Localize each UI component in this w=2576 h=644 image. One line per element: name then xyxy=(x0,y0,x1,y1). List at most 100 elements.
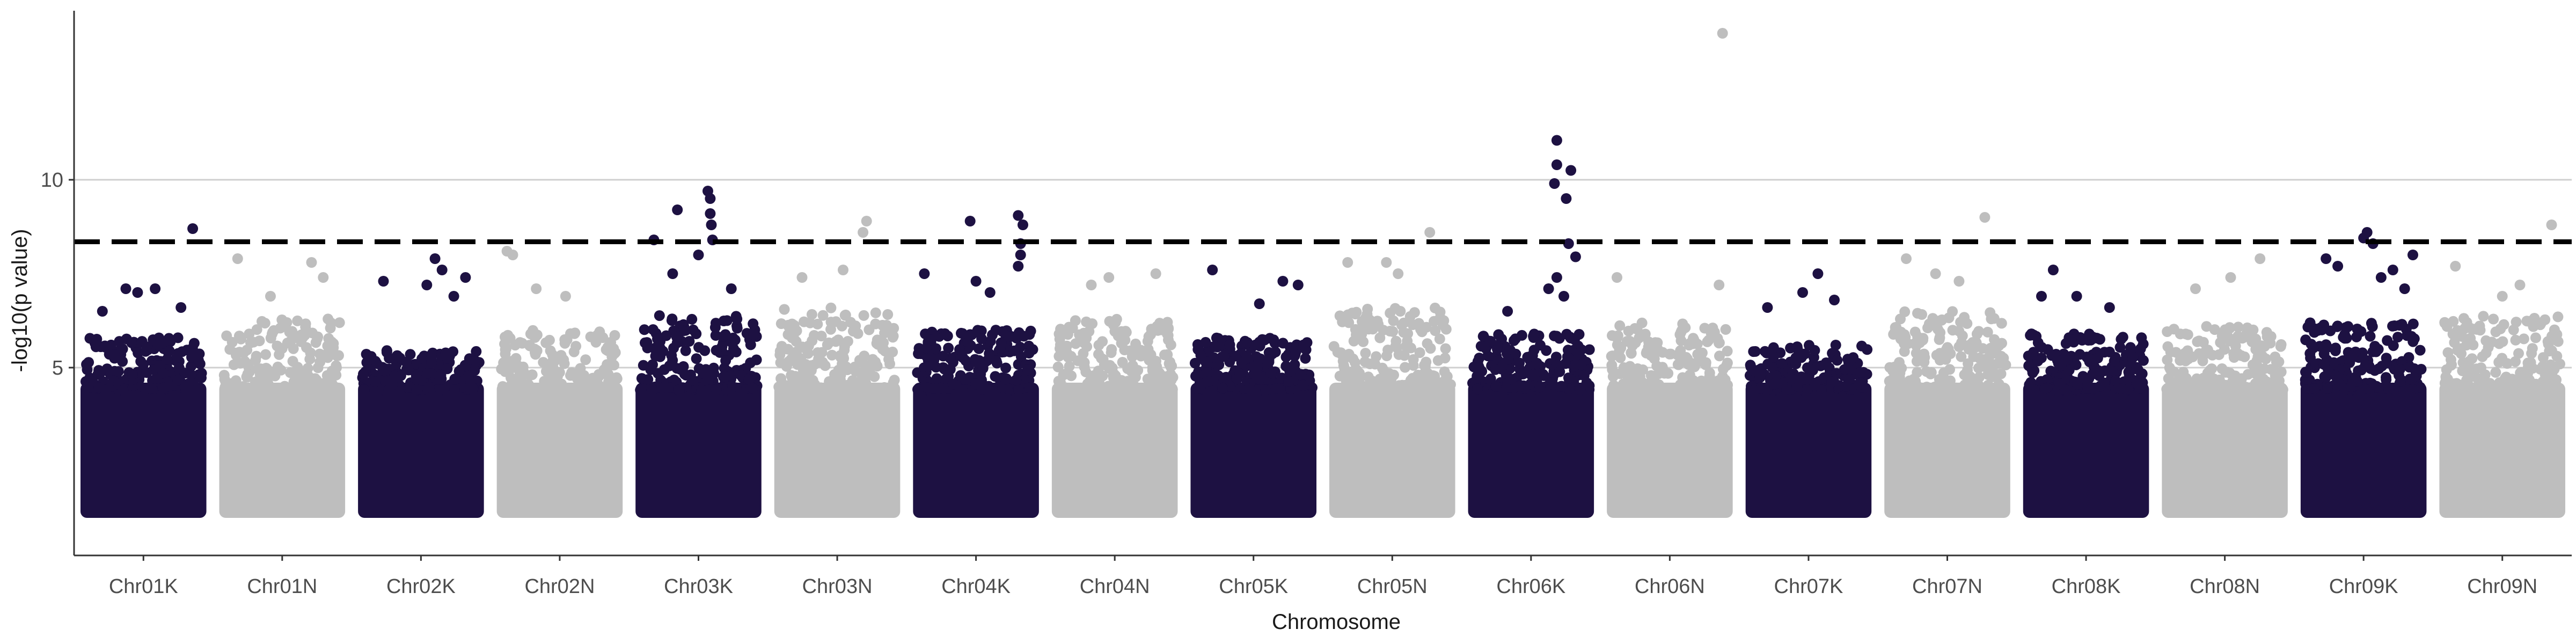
data-point xyxy=(1643,336,1654,347)
data-point xyxy=(188,338,200,349)
data-point xyxy=(1826,376,1838,387)
data-point xyxy=(928,383,939,394)
data-point xyxy=(1163,358,1175,369)
data-point xyxy=(1104,316,1115,327)
data-point xyxy=(2392,332,2403,343)
x-tick-label: Chr02N xyxy=(524,575,595,598)
data-point xyxy=(1013,384,1024,396)
data-point xyxy=(1918,333,1929,344)
data-point xyxy=(1018,375,1029,386)
data-point xyxy=(2104,365,2115,376)
data-point xyxy=(1770,370,1782,382)
data-point xyxy=(957,384,968,396)
data-point xyxy=(1748,385,1759,396)
data-point xyxy=(747,383,758,394)
data-point xyxy=(365,355,376,366)
data-point xyxy=(748,329,759,340)
data-point xyxy=(721,315,733,326)
data-point xyxy=(370,384,381,396)
data-point xyxy=(1807,364,1818,376)
data-point xyxy=(141,367,152,378)
data-point xyxy=(1815,360,1826,371)
data-point xyxy=(118,385,129,396)
data-point xyxy=(2467,353,2478,364)
data-point xyxy=(1631,324,1643,335)
data-point xyxy=(219,374,230,385)
data-point xyxy=(1551,272,1562,283)
data-point xyxy=(2369,344,2381,355)
data-point xyxy=(711,345,722,356)
data-point xyxy=(429,253,441,264)
data-point xyxy=(314,348,325,360)
data-point xyxy=(657,346,669,357)
data-point xyxy=(565,370,576,381)
data-point xyxy=(791,346,802,357)
data-point xyxy=(1351,329,1362,340)
data-point xyxy=(710,318,721,329)
data-point xyxy=(970,276,982,287)
data-point xyxy=(667,268,678,279)
data-point xyxy=(453,365,465,377)
data-point xyxy=(260,367,271,378)
data-point xyxy=(2510,334,2521,346)
data-point xyxy=(1122,376,1133,387)
data-point xyxy=(1053,350,1065,362)
data-point xyxy=(226,336,238,348)
data-point xyxy=(2446,360,2457,371)
data-point xyxy=(2458,313,2469,324)
data-point xyxy=(984,348,995,359)
data-point xyxy=(173,348,184,359)
data-point xyxy=(2530,332,2541,343)
data-point xyxy=(306,257,317,268)
data-point xyxy=(960,355,971,367)
data-point xyxy=(802,376,813,387)
data-point xyxy=(845,317,856,328)
data-point xyxy=(1419,360,1430,371)
data-point xyxy=(1393,268,1404,279)
chromosome-Chr09N xyxy=(2439,219,2565,518)
data-point xyxy=(1665,348,1677,360)
data-point xyxy=(991,357,1002,369)
data-point xyxy=(1284,366,1296,377)
data-point xyxy=(1982,326,1993,338)
data-point xyxy=(1748,346,1759,357)
data-point xyxy=(2389,320,2400,331)
data-point xyxy=(693,342,704,353)
x-tick-label: Chr07N xyxy=(1912,575,1982,598)
data-point xyxy=(2225,272,2236,283)
data-point xyxy=(2098,377,2110,389)
data-point xyxy=(2461,340,2472,351)
data-point xyxy=(943,342,954,354)
data-point xyxy=(817,310,829,321)
data-point xyxy=(1192,344,1204,355)
data-point xyxy=(2352,324,2363,334)
data-point xyxy=(945,364,956,375)
data-point xyxy=(1328,341,1340,352)
data-point xyxy=(2497,336,2508,347)
data-point xyxy=(825,324,836,335)
data-point xyxy=(1665,383,1677,394)
data-point xyxy=(2332,261,2344,272)
data-point xyxy=(1971,328,1982,340)
chromosome-Chr05K xyxy=(1189,265,1318,518)
data-point xyxy=(1055,339,1066,350)
data-point xyxy=(1391,342,1402,353)
data-point xyxy=(2104,346,2115,357)
data-point xyxy=(358,368,369,379)
data-point xyxy=(884,358,895,369)
data-point xyxy=(656,382,667,393)
data-point xyxy=(2036,291,2047,302)
data-point xyxy=(94,368,106,379)
data-point xyxy=(806,309,817,320)
data-point xyxy=(647,359,658,370)
data-point xyxy=(2052,355,2063,366)
data-point xyxy=(819,360,831,371)
data-point xyxy=(957,328,968,339)
data-point xyxy=(1796,371,1807,383)
data-point xyxy=(83,357,94,368)
data-point xyxy=(1259,334,1270,346)
data-point xyxy=(1300,353,1311,364)
data-point xyxy=(2452,345,2463,356)
data-point xyxy=(2381,357,2392,369)
data-point xyxy=(2116,334,2127,345)
